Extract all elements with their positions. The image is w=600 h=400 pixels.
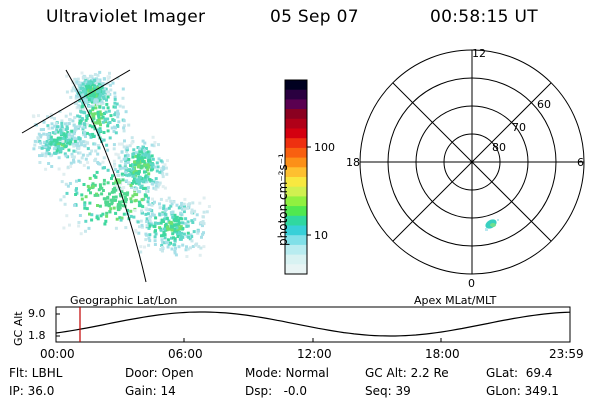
polar-panel-caption: Apex MLat/MLT <box>414 294 497 307</box>
geo-panel-caption: Geographic Lat/Lon <box>70 294 178 307</box>
glat-readout: GLat: 69.4 <box>486 366 553 380</box>
gc-alt-readout: GC Alt: 2.2 Re <box>365 366 449 380</box>
orbit-plot-frame <box>55 306 571 343</box>
mlt-label-12: 12 <box>472 47 486 60</box>
time-label: 00:58:15 UT <box>430 7 538 27</box>
mlat-label-80: 80 <box>492 141 506 154</box>
colorbar-swatch <box>285 147 307 159</box>
colorbar-swatch <box>285 138 307 149</box>
orbit-xtick-label: 18:00 <box>425 347 460 361</box>
colorbar-swatch <box>285 186 307 197</box>
polar-plot <box>359 49 585 275</box>
colorbar-swatch <box>285 254 307 265</box>
orbit-xtick-label: 23:59 <box>549 347 584 361</box>
colorbar-swatch <box>285 80 307 91</box>
colorbar-tick-label-100: 100 <box>314 141 335 154</box>
colorbar-swatch <box>285 118 307 130</box>
colorbar-swatch <box>285 157 307 168</box>
colorbar-swatch <box>285 128 307 139</box>
colorbar-swatch <box>285 206 307 217</box>
colorbar-swatch <box>285 109 307 120</box>
colorbar-swatch <box>285 264 307 275</box>
door-readout: Door: Open <box>125 366 194 380</box>
colorbar-swatch <box>285 244 307 256</box>
colorbar-swatch <box>285 196 307 207</box>
date-label: 05 Sep 07 <box>270 7 359 27</box>
colorbar <box>285 80 307 275</box>
orbit-altitude-curve <box>55 311 571 337</box>
colorbar-frame <box>284 79 308 275</box>
orbit-ylabel: GC Alt <box>12 311 25 346</box>
orbit-xticks <box>55 338 571 342</box>
instrument-title: Ultraviolet Imager <box>46 7 206 27</box>
geo-grid-line <box>65 69 147 283</box>
colorbar-swatch <box>285 235 307 246</box>
colorbar-swatch <box>285 99 307 110</box>
mlt-label-6: 6 <box>577 156 584 169</box>
mlat-label-60: 60 <box>537 98 551 111</box>
glon-readout: GLon: 349.1 <box>486 384 559 398</box>
orbit-ytick-label: 9.0 <box>28 307 46 320</box>
polar-emission-spot <box>485 219 499 231</box>
dsp-readout: Dsp: -0.0 <box>245 384 308 398</box>
mlt-label-18: 18 <box>346 156 360 169</box>
colorbar-unit-label: photon cm⁻²s⁻¹ <box>276 153 290 246</box>
ip-readout: IP: 36.0 <box>9 384 55 398</box>
geo-grid-line <box>21 69 131 134</box>
colorbar-swatch <box>285 225 307 236</box>
colorbar-swatch <box>285 177 307 188</box>
colorbar-swatch <box>285 215 307 227</box>
polar-meridian <box>392 82 552 242</box>
colorbar-swatch <box>285 89 307 100</box>
colorbar-swatch <box>285 167 307 178</box>
mlt-label-0: 0 <box>468 277 475 290</box>
filter-readout: Flt: LBHL <box>9 366 63 380</box>
geographic-image <box>31 70 211 258</box>
orbit-ytick-label: 1.8 <box>28 329 46 342</box>
gain-readout: Gain: 14 <box>125 384 176 398</box>
orbit-xtick-label: 00:00 <box>40 347 75 361</box>
orbit-xtick-label: 06:00 <box>168 347 203 361</box>
colorbar-tick-label-10: 10 <box>314 229 328 242</box>
mode-readout: Mode: Normal <box>245 366 329 380</box>
orbit-xtick-label: 12:00 <box>297 347 332 361</box>
mlat-label-70: 70 <box>512 121 526 134</box>
seq-readout: Seq: 39 <box>365 384 411 398</box>
